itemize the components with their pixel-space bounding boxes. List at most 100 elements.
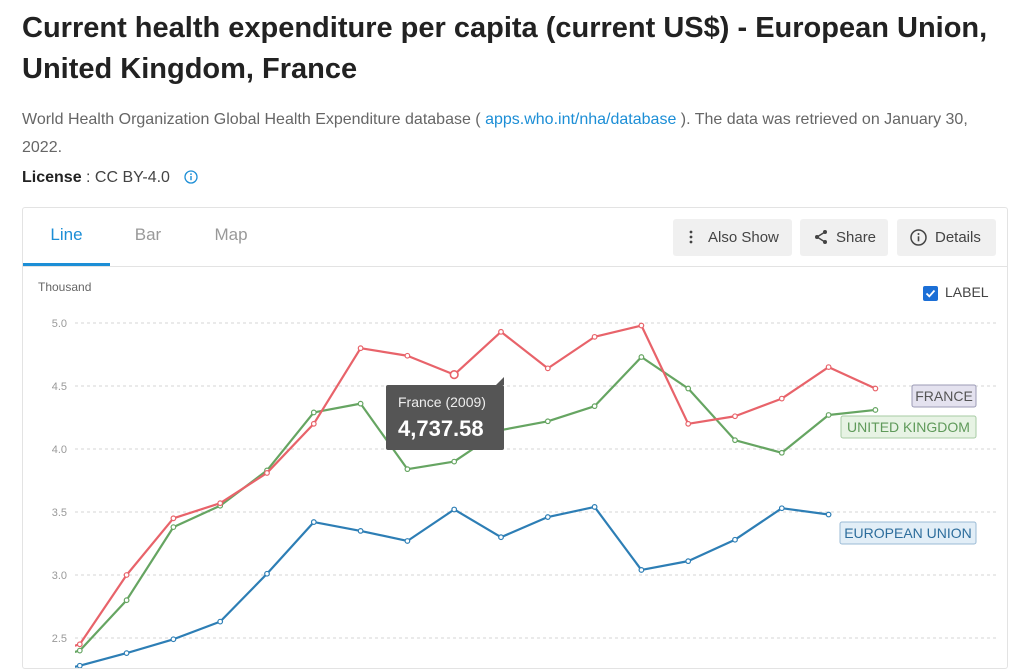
license-label: License — [22, 169, 82, 186]
data-point — [685, 558, 692, 565]
data-point — [123, 572, 130, 578]
label-toggle-text: LABEL — [945, 284, 989, 300]
info-circle-icon — [910, 229, 927, 246]
highlighted-point — [449, 370, 459, 380]
data-point — [825, 511, 832, 518]
share-label: Share — [836, 229, 877, 246]
data-point — [638, 322, 645, 329]
page-title: Current health expenditure per capita (c… — [22, 12, 988, 85]
data-point — [544, 365, 551, 372]
tab-bar: Line Bar Map Also Show Share Details — [23, 208, 1007, 267]
tooltip-title: France (2009) — [398, 394, 486, 410]
data-point — [451, 506, 458, 513]
data-point — [732, 536, 738, 543]
source-link[interactable]: apps.who.int/nha/database — [485, 111, 677, 128]
data-point — [76, 662, 83, 668]
tooltip: France (2009) 4,737.58 — [386, 377, 504, 450]
data-point — [591, 333, 598, 340]
tab-line[interactable]: Line — [23, 208, 110, 266]
data-point — [825, 412, 832, 418]
data-point — [357, 400, 364, 407]
data-point — [76, 647, 83, 654]
details-button[interactable]: Details — [897, 219, 996, 256]
source-note: World Health Organization Global Health … — [22, 106, 1012, 162]
y-tick-label: 3.0 — [52, 570, 67, 582]
y-tick-label: 4.0 — [52, 444, 67, 456]
data-point — [872, 407, 879, 413]
line-chart: Thousand 2.5 3.0 3.5 4.0 4.5 5.0 FRANCE UNITED K… — [31, 280, 996, 668]
data-point — [310, 420, 317, 427]
data-point — [544, 514, 551, 520]
data-point — [310, 519, 317, 525]
data-point — [591, 504, 598, 510]
checkmark-icon — [925, 289, 936, 298]
share-button[interactable]: Share — [800, 219, 888, 256]
data-point — [123, 650, 130, 657]
share-icon — [815, 230, 827, 244]
series-label-united-kingdom-text: UNITED KINGDOM — [847, 419, 970, 435]
data-point — [825, 364, 832, 371]
series-label-european-union-text: EUROPEAN UNION — [844, 525, 972, 541]
series-label-european-union-box — [839, 521, 977, 545]
data-point — [778, 449, 785, 456]
tooltip-box — [386, 385, 504, 450]
data-point — [404, 538, 411, 544]
y-axis-unit-label: Thousand — [38, 280, 91, 294]
data-point — [31, 661, 36, 666]
data-point — [170, 524, 177, 531]
series-label-france: FRANCE — [911, 384, 977, 408]
tab-map[interactable]: Map — [214, 225, 248, 244]
data-point — [451, 458, 458, 465]
data-point — [498, 328, 504, 335]
data-point — [310, 409, 317, 416]
data-point — [778, 395, 785, 402]
data-point — [76, 641, 83, 648]
tooltip-pointer — [496, 377, 504, 385]
more-vertical-icon — [689, 230, 693, 244]
data-point — [778, 505, 785, 512]
also-show-button[interactable]: Also Show — [673, 219, 792, 256]
data-point — [264, 570, 270, 577]
tooltip-value: 4,737.58 — [398, 416, 484, 441]
series-label-united-kingdom-box — [840, 415, 977, 439]
data-point — [872, 385, 879, 392]
data-point — [638, 567, 645, 573]
data-point — [31, 655, 36, 660]
y-tick-label: 3.5 — [52, 507, 67, 519]
chart-panel: Line Bar Map Also Show Share Details LAB… — [22, 207, 1008, 669]
data-point — [498, 534, 504, 541]
source-suffix: ). The data was retrieved on January 30,… — [22, 111, 968, 156]
series-label-european-union: EUROPEAN UNION — [839, 521, 977, 545]
license-line: License : CC BY-4.0 — [22, 164, 199, 194]
also-show-label: Also Show — [708, 229, 779, 246]
label-checkbox[interactable] — [923, 286, 938, 301]
y-tick-label: 2.5 — [52, 633, 67, 645]
series-label-united-kingdom: UNITED KINGDOM — [840, 415, 977, 439]
series-label-france-box — [911, 384, 977, 408]
series-line-european-union — [75, 505, 829, 668]
y-tick-label: 5.0 — [52, 318, 67, 330]
data-point — [217, 500, 224, 507]
data-point — [685, 385, 692, 392]
data-point — [638, 354, 645, 360]
data-point — [170, 636, 177, 643]
tab-bar-chart[interactable]: Bar — [134, 225, 162, 244]
data-point — [732, 413, 738, 420]
y-tick-label: 4.5 — [52, 381, 67, 393]
data-point — [544, 418, 551, 425]
details-label: Details — [935, 229, 981, 246]
license-value: : CC BY-4.0 — [81, 169, 170, 186]
series-line-european-union-group — [75, 504, 832, 668]
series-label-france-text: FRANCE — [915, 388, 973, 404]
data-point — [404, 352, 411, 359]
data-point — [217, 618, 224, 625]
source-prefix: World Health Organization Global Health … — [22, 111, 486, 128]
data-point — [170, 515, 177, 522]
info-icon[interactable] — [184, 166, 199, 194]
data-point — [357, 345, 364, 352]
data-point — [357, 528, 364, 534]
data-point — [404, 466, 411, 473]
data-point — [732, 437, 738, 444]
data-point — [685, 420, 692, 427]
data-point — [591, 403, 598, 410]
